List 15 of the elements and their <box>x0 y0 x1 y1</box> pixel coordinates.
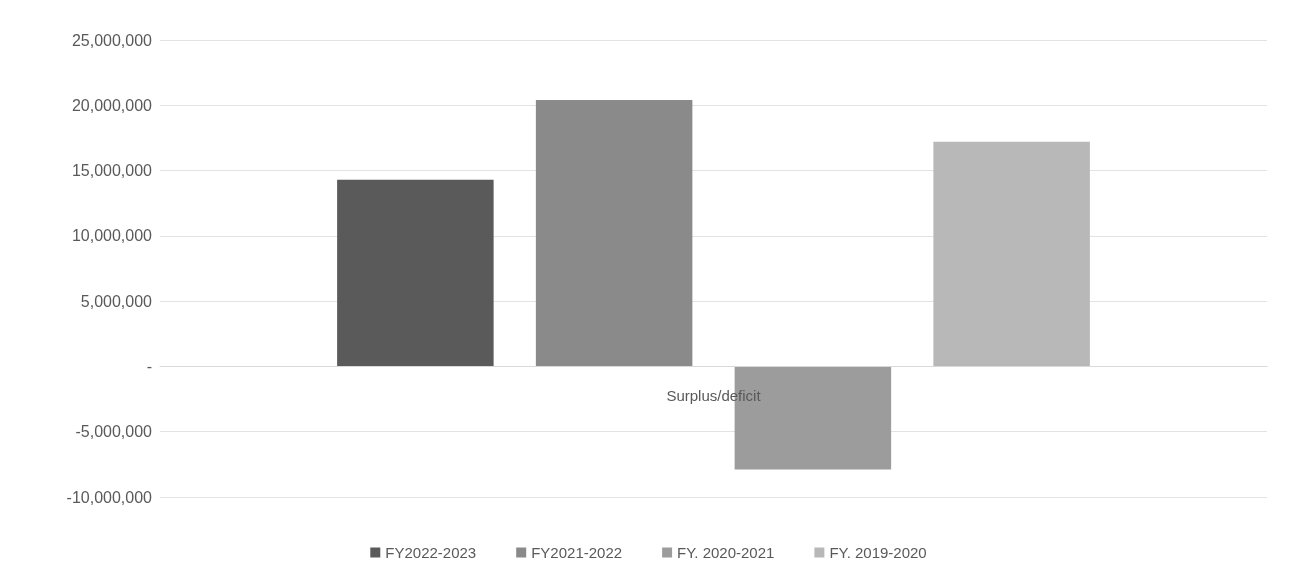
y-tick-label: 25,000,000 <box>71 31 153 49</box>
y-tick-label: -10,000,000 <box>66 488 153 506</box>
y-tick-label: - <box>146 357 152 375</box>
y-tick-label: 15,000,000 <box>71 162 153 180</box>
bar <box>933 141 1090 367</box>
y-tick-label: 10,000,000 <box>71 227 153 245</box>
legend-label: FY. 2020-2021 <box>677 544 775 561</box>
legend-label: FY2022-2023 <box>385 544 477 561</box>
y-tick-label: 20,000,000 <box>71 96 153 114</box>
y-tick-label: 5,000,000 <box>80 292 153 310</box>
legend-label: FY. 2019-2020 <box>829 544 927 561</box>
bar <box>337 179 494 367</box>
y-tick-label: -5,000,000 <box>75 423 153 441</box>
legend-label: FY2021-2022 <box>531 544 623 561</box>
bar <box>535 100 693 367</box>
